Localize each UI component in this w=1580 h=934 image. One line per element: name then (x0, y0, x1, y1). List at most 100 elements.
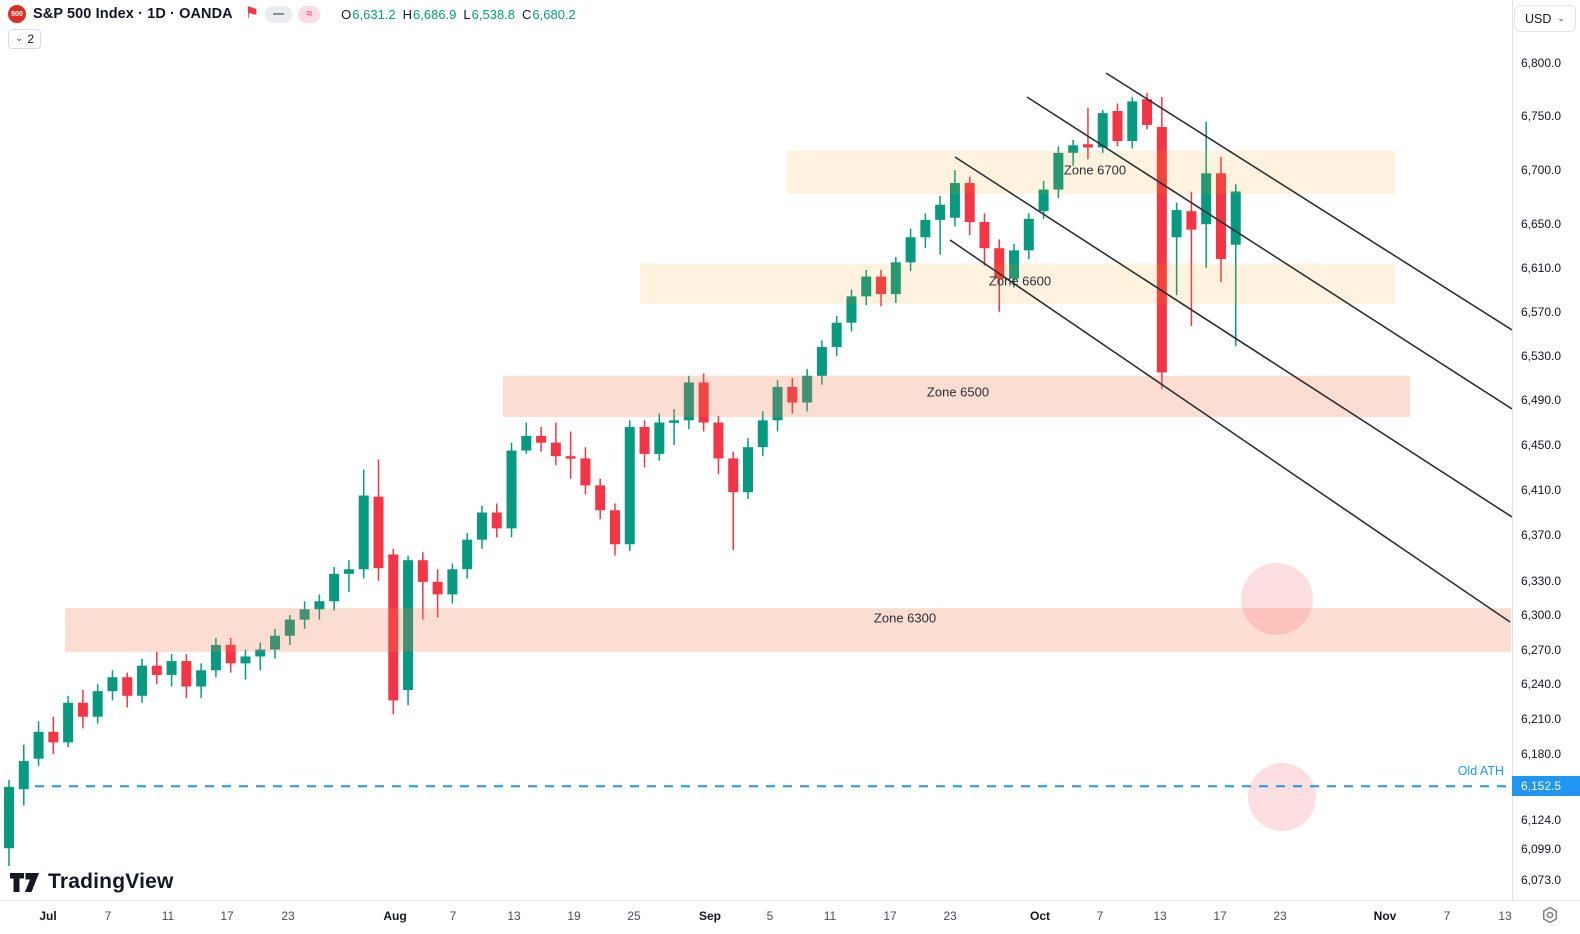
trend-line[interactable] (949, 239, 1511, 623)
candle-body (1097, 113, 1108, 148)
candle-body (284, 619, 295, 636)
price-tick: 6,610.0 (1521, 260, 1562, 275)
price-chart-canvas[interactable] (0, 0, 1512, 900)
chevron-down-icon: ⌄ (15, 33, 24, 44)
time-tick-day: 11 (161, 909, 175, 923)
candle-body (846, 296, 857, 323)
zone-rect-zone-6500[interactable] (503, 375, 1410, 417)
zone-rect-zone-6300[interactable] (65, 608, 1511, 652)
collapse-chip-count: 2 (27, 32, 35, 46)
trend-line[interactable] (1105, 72, 1512, 331)
time-tick-day: 7 (104, 909, 112, 923)
candle-body (994, 248, 1005, 279)
candle-body (1112, 110, 1123, 142)
highlight-circle[interactable] (1248, 763, 1316, 831)
high-label: H (402, 6, 413, 22)
low-label: L (463, 6, 471, 22)
flag-icon[interactable]: ⚑ (244, 5, 260, 22)
zone-6500-label[interactable]: Zone 6500 (926, 384, 990, 400)
symbol-title[interactable]: S&P 500 Index · 1D · OANDA (33, 6, 233, 22)
trend-line[interactable] (954, 156, 1512, 518)
candle-body (1053, 152, 1064, 190)
indicator-pill-minus[interactable]: — (265, 5, 293, 23)
candle-body (1068, 145, 1079, 153)
price-tick: 6,180.0 (1521, 747, 1562, 762)
time-tick-day: 23 (281, 909, 295, 923)
candle-body (314, 601, 325, 610)
time-tick-day: 13 (507, 909, 521, 923)
candle-body (536, 435, 547, 443)
zone-rect-zone-6700[interactable] (787, 150, 1395, 194)
candle-body (107, 677, 118, 692)
time-tick-day: 17 (883, 909, 897, 923)
candle-body (1230, 191, 1241, 245)
candle-body (831, 322, 842, 347)
time-tick-day: 13 (1498, 909, 1512, 923)
candle-body (1023, 218, 1034, 251)
candle-body (979, 222, 990, 249)
candle-body (4, 786, 14, 849)
time-tick-day: 23 (943, 909, 957, 923)
ath-price-tag: 6,152.5 (1512, 776, 1580, 797)
currency-dropdown[interactable]: USD ⌄ (1514, 5, 1576, 32)
tradingview-logo[interactable]: TradingView (10, 870, 174, 894)
candle-body (624, 427, 635, 545)
candle-body (728, 458, 739, 493)
candle-body (432, 581, 443, 595)
currency-value: USD (1525, 11, 1552, 26)
price-tick: 6,570.0 (1521, 304, 1562, 319)
zone-6300-label[interactable]: Zone 6300 (873, 610, 937, 626)
candle-body (713, 422, 724, 459)
candle-body (639, 427, 650, 454)
time-tick-day: 11 (823, 909, 837, 923)
candle-body (33, 731, 44, 759)
zone-rect-zone-6600[interactable] (640, 263, 1395, 305)
candle-body (329, 573, 340, 602)
candle-body (1142, 99, 1153, 125)
chart-legend: 500 S&P 500 Index · 1D · OANDA ⚑ — ≈ O 6,… (8, 5, 576, 23)
ath-line-label: Old ATH (1457, 764, 1504, 779)
candle-body (270, 635, 281, 650)
candle-body (358, 495, 369, 570)
time-tick-day: 7 (1443, 909, 1451, 923)
candle-body (196, 670, 207, 687)
candle-body (772, 386, 783, 421)
open-value: 6,631.2 (352, 6, 396, 22)
candle-body (876, 276, 887, 295)
candle-body (861, 276, 872, 297)
candle-body (122, 677, 133, 696)
candle-body (935, 204, 946, 220)
price-axis[interactable]: 6,800.0 6,750.0 6,700.0 6,650.0 6,610.0 6,570… (1513, 0, 1580, 900)
candle-body (757, 420, 768, 448)
candle-body (18, 761, 29, 790)
candle-body (299, 609, 310, 620)
price-tick: 6,099.0 (1521, 842, 1562, 857)
candle-body (151, 665, 162, 675)
candle-body (373, 496, 384, 569)
trend-line[interactable] (1026, 96, 1512, 410)
candle-body (48, 731, 59, 743)
price-tick: 6,270.0 (1521, 642, 1562, 657)
time-tick-day: 17 (1213, 909, 1227, 923)
candle-body (1082, 144, 1093, 148)
candle-body (1171, 210, 1182, 238)
candle-body (609, 510, 620, 545)
indicator-pill-approx[interactable]: ≈ (298, 5, 321, 23)
object-tree-collapse-chip[interactable]: ⌄ 2 (8, 29, 42, 49)
candle-body (166, 661, 177, 675)
highlight-circle[interactable] (1241, 563, 1313, 635)
zone-6600-label[interactable]: Zone 6600 (988, 273, 1052, 289)
chevron-down-icon: ⌄ (1557, 13, 1565, 23)
time-tick-day: 13 (1153, 909, 1167, 923)
candle-body (949, 183, 960, 218)
candle-body (403, 560, 414, 690)
price-tick: 6,530.0 (1521, 348, 1562, 363)
zone-6700-label[interactable]: Zone 6700 (1063, 162, 1127, 178)
candle-body (521, 435, 532, 451)
settings-icon[interactable] (1540, 905, 1560, 925)
candle-body (787, 386, 798, 403)
time-tick-day: 17 (220, 909, 234, 923)
time-axis[interactable]: Jul 7 11 17 23 Aug 7 13 19 25 Sep 5 11 17 23 Oct 7 13 17 23… (0, 901, 1580, 934)
candle-body (225, 644, 236, 664)
candle-body (698, 382, 709, 423)
